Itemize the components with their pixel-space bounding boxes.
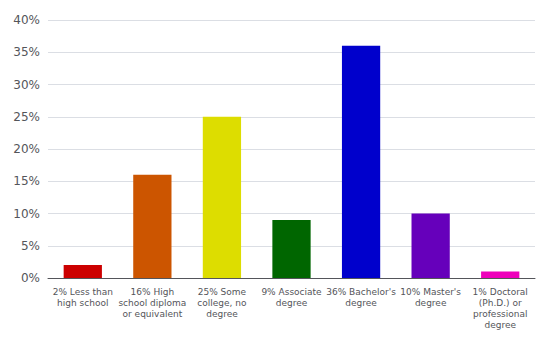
svg-text:1% Doctoral: 1% Doctoral (473, 287, 528, 297)
svg-text:10%: 10% (13, 207, 40, 221)
svg-text:16% High: 16% High (131, 287, 175, 297)
svg-text:10% Master's: 10% Master's (400, 287, 461, 297)
svg-text:20%: 20% (13, 142, 40, 156)
svg-text:high school: high school (57, 298, 108, 308)
svg-text:or equivalent: or equivalent (123, 309, 183, 319)
svg-text:30%: 30% (13, 78, 40, 92)
svg-text:35%: 35% (13, 45, 40, 59)
svg-text:2% Less than: 2% Less than (53, 287, 113, 297)
svg-text:school diploma: school diploma (118, 298, 186, 308)
svg-text:degree: degree (276, 298, 308, 308)
svg-text:15%: 15% (13, 174, 40, 188)
svg-text:college, no: college, no (197, 298, 247, 308)
svg-text:25%: 25% (13, 110, 40, 124)
svg-text:40%: 40% (13, 13, 40, 27)
svg-text:degree: degree (415, 298, 447, 308)
svg-text:25% Some: 25% Some (198, 287, 247, 297)
svg-text:professional: professional (473, 309, 528, 319)
svg-text:5%: 5% (21, 239, 40, 253)
svg-text:36% Bachelor's: 36% Bachelor's (326, 287, 396, 297)
svg-text:(Ph.D.) or: (Ph.D.) or (479, 298, 522, 308)
svg-text:0%: 0% (21, 271, 40, 285)
svg-text:degree: degree (484, 320, 516, 330)
svg-text:9% Associate: 9% Associate (261, 287, 322, 297)
svg-text:degree: degree (206, 309, 238, 319)
svg-text:degree: degree (345, 298, 377, 308)
